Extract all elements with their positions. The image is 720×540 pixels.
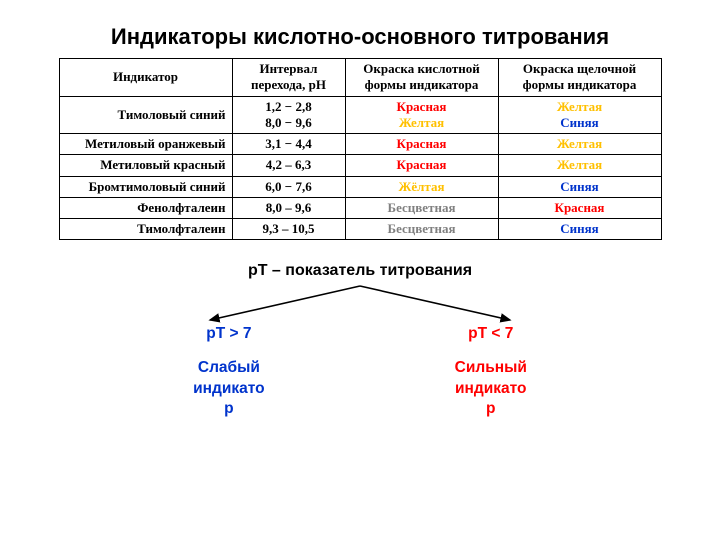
cell-range: 8,0 – 9,6 xyxy=(232,197,345,218)
cell-acid: Бесцветная xyxy=(345,197,498,218)
cell-range: 1,2 − 2,88,0 − 9,6 xyxy=(232,96,345,134)
cell-acid: КраснаяЖелтая xyxy=(345,96,498,134)
indicator-table: Индикатор Интервал перехода, pH Окраска … xyxy=(59,58,662,240)
cell-indicator: Метиловый оранжевый xyxy=(59,134,232,155)
cell-indicator: Тимолфталеин xyxy=(59,219,232,240)
pt-left-label-2: индикато xyxy=(193,379,265,399)
cell-acid: Красная xyxy=(345,134,498,155)
table-row: Метиловый оранжевый3,1 − 4,4КраснаяЖелта… xyxy=(59,134,661,155)
pt-left-cond: рТ > 7 xyxy=(193,324,265,344)
table-body: Тимоловый синий1,2 − 2,88,0 − 9,6Красная… xyxy=(59,96,661,240)
pt-col-left: рТ > 7 Слабый индикато р xyxy=(193,324,265,419)
cell-base: Красная xyxy=(498,197,661,218)
cell-acid: Бесцветная xyxy=(345,219,498,240)
pt-right-label-3: р xyxy=(455,399,527,419)
cell-indicator: Метиловый красный xyxy=(59,155,232,176)
table-row: Тимоловый синий1,2 − 2,88,0 − 9,6Красная… xyxy=(59,96,661,134)
cell-indicator: Фенолфталеин xyxy=(59,197,232,218)
pt-left-label-3: р xyxy=(193,399,265,419)
cell-acid: Жёлтая xyxy=(345,176,498,197)
th-range: Интервал перехода, pH xyxy=(232,59,345,97)
th-acid: Окраска кислотной формы индикатора xyxy=(345,59,498,97)
pt-right-cond: рТ < 7 xyxy=(455,324,527,344)
table-row: Тимолфталеин9,3 – 10,5БесцветнаяСиняя xyxy=(59,219,661,240)
cell-indicator: Бромтимоловый синий xyxy=(59,176,232,197)
table-row: Бромтимоловый синий6,0 − 7,6ЖёлтаяСиняя xyxy=(59,176,661,197)
cell-range: 9,3 – 10,5 xyxy=(232,219,345,240)
pt-arrows xyxy=(170,280,550,328)
table-row: Метиловый красный4,2 – 6,3КраснаяЖелтая xyxy=(59,155,661,176)
cell-indicator: Тимоловый синий xyxy=(59,96,232,134)
cell-base: Желтая xyxy=(498,134,661,155)
pt-col-right: рТ < 7 Сильный индикато р xyxy=(455,324,527,419)
cell-range: 3,1 − 4,4 xyxy=(232,134,345,155)
pt-right-label-1: Сильный xyxy=(455,358,527,378)
table-header-row: Индикатор Интервал перехода, pH Окраска … xyxy=(59,59,661,97)
cell-acid: Красная xyxy=(345,155,498,176)
cell-base: ЖелтаяСиняя xyxy=(498,96,661,134)
cell-range: 6,0 − 7,6 xyxy=(232,176,345,197)
table-row: Фенолфталеин8,0 – 9,6БесцветнаяКрасная xyxy=(59,197,661,218)
page-title: Индикаторы кислотно-основного титрования xyxy=(0,0,720,58)
pt-left-label-1: Слабый xyxy=(193,358,265,378)
pt-columns: рТ > 7 Слабый индикато р рТ < 7 Сильный … xyxy=(0,324,720,419)
th-base: Окраска щелочной формы индикатора xyxy=(498,59,661,97)
pt-caption: рТ – показатель титрования xyxy=(0,262,720,280)
cell-base: Синяя xyxy=(498,219,661,240)
th-indicator: Индикатор xyxy=(59,59,232,97)
pt-right-label-2: индикато xyxy=(455,379,527,399)
cell-base: Синяя xyxy=(498,176,661,197)
cell-range: 4,2 – 6,3 xyxy=(232,155,345,176)
cell-base: Желтая xyxy=(498,155,661,176)
